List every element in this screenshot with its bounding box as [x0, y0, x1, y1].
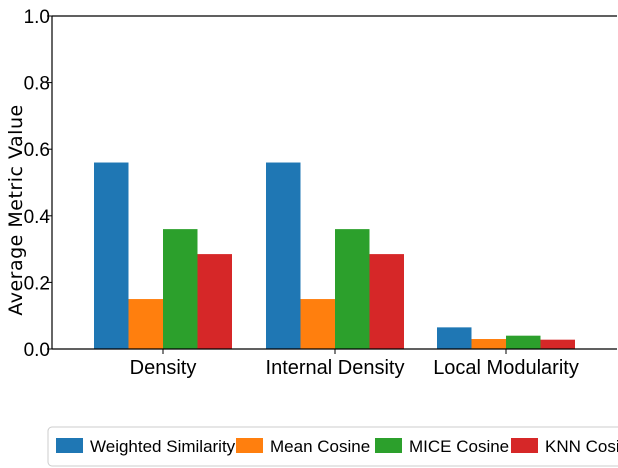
legend-box: [47, 426, 618, 467]
bars-group: [94, 162, 575, 349]
y-tick-label: 0.2: [24, 273, 50, 294]
y-tick-label: 0.0: [24, 340, 50, 361]
x-tick-label: Local Modularity: [433, 357, 579, 379]
legend-swatch: [511, 438, 538, 453]
legend-swatch: [375, 438, 402, 453]
bar-knn-cosine-density: [197, 254, 232, 349]
x-tick-label: Density: [130, 357, 197, 379]
legend-label: MICE Cosine: [409, 437, 509, 456]
bar-mice-cosine-local-modularity: [506, 335, 541, 349]
bar-mean-cosine-density: [128, 299, 163, 349]
legend-label: Weighted Similarity: [90, 437, 236, 456]
bar-mice-cosine-density: [163, 229, 198, 349]
bar-knn-cosine-internal-density: [369, 254, 404, 349]
x-tick-label: Internal Density: [266, 357, 405, 379]
bar-mean-cosine-local-modularity: [471, 339, 506, 349]
legend-swatch: [236, 438, 263, 453]
bar-mice-cosine-internal-density: [335, 229, 370, 349]
bar-weighted-similarity-internal-density: [266, 162, 301, 349]
bar-mean-cosine-internal-density: [300, 299, 335, 349]
bar-weighted-similarity-density: [94, 162, 129, 349]
legend: Weighted Similarity Mean Cosine MICE Cosin…: [47, 426, 618, 467]
bar-weighted-similarity-local-modularity: [437, 327, 472, 349]
axes-group: 0.0 0.2 0.4 0.6 0.8 1.0 Density Internal Densit…: [24, 7, 617, 379]
y-tick-label: 0.8: [24, 74, 50, 95]
legend-label: Mean Cosine: [270, 437, 370, 456]
y-tick-label: 0.4: [24, 207, 51, 228]
bar-knn-cosine-local-modularity: [540, 339, 575, 349]
legend-swatch: [56, 438, 83, 453]
y-tick-label: 0.6: [24, 140, 50, 161]
y-tick-label: 1.0: [24, 7, 50, 28]
legend-label: KNN Cosine: [545, 437, 618, 456]
y-axis-title: Average Metric Value: [5, 104, 27, 315]
